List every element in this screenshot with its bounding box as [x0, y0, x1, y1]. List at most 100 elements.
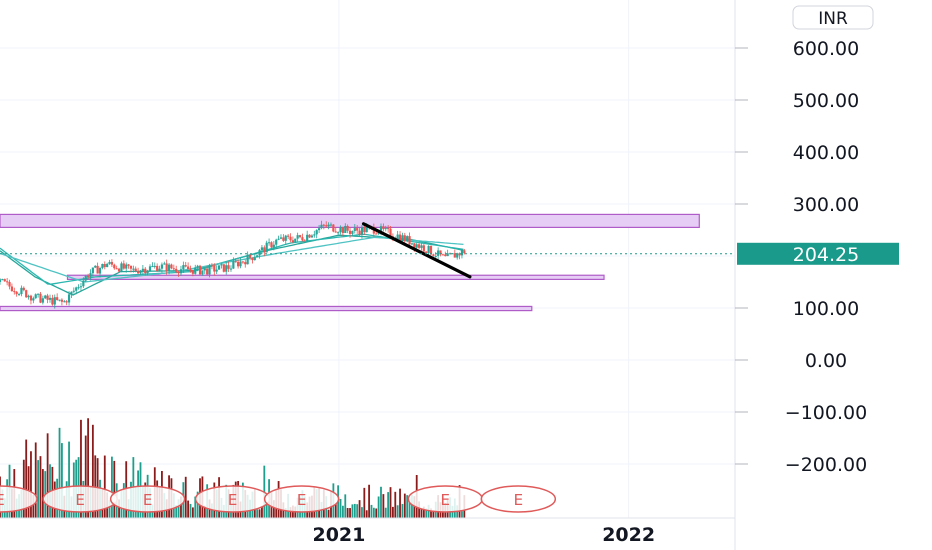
earnings-marker[interactable]: E	[109, 485, 186, 513]
volume-bar	[118, 499, 120, 518]
candle-body	[444, 254, 447, 257]
volume-bar	[368, 484, 370, 518]
candle-body	[320, 224, 323, 229]
candle-body	[220, 264, 223, 266]
x-tick-label: 2022	[602, 524, 655, 546]
volume-bar	[418, 501, 420, 518]
moving-average-line	[0, 234, 464, 296]
candle-body	[1, 279, 4, 281]
volume-bar	[399, 488, 401, 518]
volume-bar	[196, 491, 199, 518]
earnings-marker[interactable]: E	[480, 485, 557, 513]
earnings-label: E	[143, 491, 152, 509]
volume-bar	[363, 487, 366, 518]
volume-bar	[80, 419, 82, 518]
earnings-marker[interactable]: E	[407, 485, 484, 513]
candle-body	[63, 301, 66, 303]
candle-body	[334, 231, 337, 233]
candle-body	[158, 268, 161, 272]
candle-body	[148, 266, 152, 271]
volume-bar	[382, 494, 385, 518]
candle-body	[129, 265, 133, 269]
candle-body	[363, 227, 366, 233]
price-axis[interactable]: 600.00 500.00 400.00 300.00 100.00 0.00 −100.0…	[734, 0, 867, 550]
y-tick-label: 100.00	[793, 298, 859, 320]
candle-body	[232, 261, 235, 269]
time-axis[interactable]: 2021 2022	[0, 517, 735, 546]
volume-bar	[84, 435, 87, 518]
candle-body	[360, 227, 364, 235]
earnings-marker[interactable]: E	[0, 485, 38, 513]
zone-rect	[66, 274, 605, 280]
volume-bar	[187, 500, 190, 518]
candle-body	[67, 294, 71, 303]
earnings-markers[interactable]: EEEEEEE	[0, 485, 557, 513]
y-tick-label: 600.00	[793, 38, 859, 60]
candle-body	[110, 261, 114, 265]
candle-body	[396, 234, 399, 239]
candle-body	[248, 254, 252, 258]
volume-bar	[380, 486, 382, 518]
candle-body	[113, 264, 116, 269]
candle-body	[91, 267, 94, 274]
moving-average-lines	[0, 233, 464, 296]
candle-body	[29, 295, 33, 301]
candle-body	[215, 269, 218, 272]
volume-bar	[387, 492, 390, 518]
candle-body	[22, 287, 25, 291]
volume-bar	[191, 507, 194, 518]
candle-body	[310, 235, 314, 238]
volume-bar	[37, 460, 39, 518]
candle-body	[401, 235, 404, 242]
support-resistance-zones[interactable]	[0, 213, 700, 312]
candle-body	[341, 227, 344, 233]
candle-body	[420, 245, 423, 248]
candle-body	[108, 261, 111, 264]
candle-body	[229, 268, 233, 270]
volume-bar	[211, 503, 213, 518]
candle-body	[3, 279, 6, 282]
candle-body	[137, 271, 140, 274]
trendline[interactable]	[361, 222, 472, 279]
candle-body	[208, 265, 211, 275]
y-tick-label: −200.00	[785, 454, 867, 476]
candle-body	[384, 228, 387, 230]
earnings-marker[interactable]: E	[194, 485, 271, 513]
candle-body	[98, 267, 102, 274]
earnings-marker[interactable]: E	[42, 485, 118, 513]
candle-body	[329, 224, 333, 226]
candle-body	[398, 234, 402, 242]
candle-body	[272, 244, 275, 248]
volume-bar	[375, 508, 378, 518]
volume-bar	[87, 418, 90, 518]
volume-bar	[346, 507, 349, 518]
candle-body	[206, 268, 209, 275]
candle-body	[289, 236, 292, 241]
volume-bar	[344, 494, 347, 518]
candle-body	[6, 281, 9, 283]
candle-body	[258, 250, 261, 256]
candle-body	[241, 261, 244, 263]
candle-body	[327, 224, 330, 227]
zone-rect	[0, 305, 533, 312]
candle-body	[313, 234, 316, 236]
candle-body	[270, 242, 273, 248]
volume-bar	[430, 508, 432, 518]
grid-lines	[0, 0, 735, 518]
candle-body	[246, 254, 249, 265]
candle-body	[225, 265, 228, 272]
volume-bar	[175, 505, 178, 518]
volume-bar	[68, 441, 70, 518]
candle-body	[25, 290, 28, 298]
candle-body	[165, 263, 168, 272]
currency-button[interactable]: INR	[792, 5, 874, 30]
earnings-marker[interactable]: E	[263, 485, 340, 513]
candle-body	[408, 236, 411, 245]
candle-body	[27, 295, 30, 298]
candle-body	[117, 268, 121, 272]
volume-bar	[189, 503, 192, 518]
candle-body	[277, 238, 280, 240]
volume-bar	[411, 494, 413, 518]
candle-body	[358, 230, 361, 235]
